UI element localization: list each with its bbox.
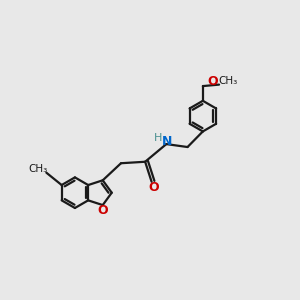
Text: O: O [149, 181, 159, 194]
Text: O: O [208, 75, 218, 88]
Text: O: O [98, 205, 108, 218]
Text: CH₃: CH₃ [218, 76, 238, 86]
Text: H: H [154, 133, 162, 142]
Text: CH₃: CH₃ [28, 164, 47, 174]
Text: N: N [162, 135, 172, 148]
